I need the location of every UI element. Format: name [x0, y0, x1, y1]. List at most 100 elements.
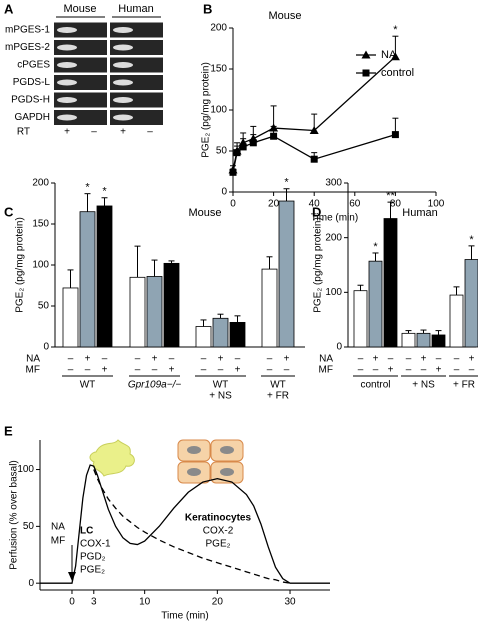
- gel-lane: [54, 92, 107, 108]
- sign: –: [201, 365, 207, 376]
- sign: –: [406, 365, 412, 376]
- chart-title: Mouse: [268, 10, 301, 22]
- sign-row-label: NA: [319, 354, 333, 365]
- sign: –: [135, 365, 141, 376]
- row-label: cPGES: [17, 60, 50, 71]
- gel-band: [113, 79, 133, 86]
- sign: –: [267, 365, 273, 376]
- x-tick-label: 60: [349, 199, 361, 210]
- sign: –: [201, 354, 207, 365]
- sign: –: [454, 365, 460, 376]
- sign-row-label: NA: [26, 354, 40, 365]
- sign-row-label: MF: [319, 365, 333, 376]
- row-label: PGDS-L: [13, 77, 51, 88]
- y-tick-label: 50: [216, 146, 228, 157]
- sign: –: [135, 354, 141, 365]
- sign: +: [469, 354, 475, 365]
- y-tick-label: 0: [28, 578, 34, 589]
- gel-lane: [54, 22, 107, 38]
- series-line: [40, 464, 330, 584]
- column-header: Human: [118, 3, 153, 15]
- chart-title: Mouse: [188, 207, 221, 219]
- y-axis-label: PGE₂ (pg/mg protein): [15, 217, 26, 313]
- annotation: PGE₂: [206, 539, 231, 550]
- marker: [270, 132, 278, 140]
- panel-letter: C: [4, 204, 14, 219]
- significance: **: [386, 190, 395, 202]
- group-label: Gpr109a−/−: [128, 380, 182, 391]
- panel-letter: A: [4, 1, 14, 16]
- y-tick-label: 0: [336, 342, 342, 353]
- sign: –: [454, 354, 460, 365]
- gel-lane: [110, 75, 163, 90]
- sign: –: [388, 354, 394, 365]
- x-tick-label: 20: [212, 597, 224, 608]
- sign: +: [85, 354, 91, 365]
- sign: –: [373, 365, 379, 376]
- x-axis-label: Time (min): [161, 611, 208, 622]
- x-tick-label: 100: [428, 199, 445, 210]
- annotation: PGE₂: [80, 565, 105, 576]
- row-label: GAPDH: [14, 112, 50, 123]
- sign: –: [284, 365, 290, 376]
- row-label: PGDS-H: [11, 95, 50, 106]
- bar: [195, 326, 212, 348]
- group-label: + NS: [412, 380, 435, 391]
- bar: [129, 276, 146, 348]
- gel-band: [113, 62, 133, 68]
- gel-band: [113, 44, 133, 51]
- row-label: mPGES-1: [5, 25, 50, 36]
- y-tick-label: 100: [32, 260, 49, 271]
- legend-marker: [362, 69, 370, 77]
- annotation: Keratinocytes: [185, 513, 252, 524]
- group-label: + FR: [267, 391, 289, 402]
- gel-band: [57, 62, 77, 68]
- x-tick-label: 40: [309, 199, 321, 210]
- sign: –: [102, 354, 108, 365]
- gel-band: [113, 27, 133, 33]
- lc-cell: [89, 439, 135, 477]
- bar: [278, 200, 295, 348]
- annotation: COX-2: [203, 526, 234, 537]
- significance: *: [85, 182, 90, 194]
- rt-label: RT: [17, 127, 30, 138]
- bar: [368, 260, 383, 348]
- sign: –: [68, 354, 74, 365]
- marker: [239, 143, 247, 151]
- sign: –: [218, 365, 224, 376]
- bar: [431, 334, 446, 348]
- sign: –: [85, 365, 91, 376]
- group-label: WT: [270, 380, 286, 391]
- bar: [212, 317, 229, 348]
- sign: –: [169, 354, 175, 365]
- gel-band: [57, 27, 77, 33]
- column-header: Mouse: [63, 3, 96, 15]
- annotation: MF: [51, 536, 65, 547]
- bar: [229, 321, 246, 348]
- bar: [146, 276, 163, 348]
- marker: [233, 149, 241, 157]
- gel-band: [57, 114, 77, 121]
- y-axis-label: PGE₂ (pg/mg protein): [313, 217, 324, 313]
- sign: –: [406, 354, 412, 365]
- gel-band: [113, 97, 133, 103]
- significance: *: [102, 186, 107, 198]
- rt-sign: –: [147, 127, 153, 138]
- nucleus: [220, 446, 234, 454]
- bar: [383, 218, 398, 348]
- rt-sign: –: [91, 127, 97, 138]
- group-label: WT: [80, 380, 96, 391]
- nucleus: [187, 468, 201, 476]
- legend-marker: [361, 50, 371, 59]
- x-tick-label: 0: [230, 199, 236, 210]
- y-tick-label: 0: [43, 342, 49, 353]
- x-tick-label: 10: [139, 597, 151, 608]
- sign: –: [421, 365, 427, 376]
- y-tick-label: 150: [210, 64, 227, 75]
- gel-band: [113, 114, 133, 121]
- y-tick-label: 100: [210, 105, 227, 116]
- rt-sign: +: [120, 127, 126, 138]
- nucleus: [220, 468, 234, 476]
